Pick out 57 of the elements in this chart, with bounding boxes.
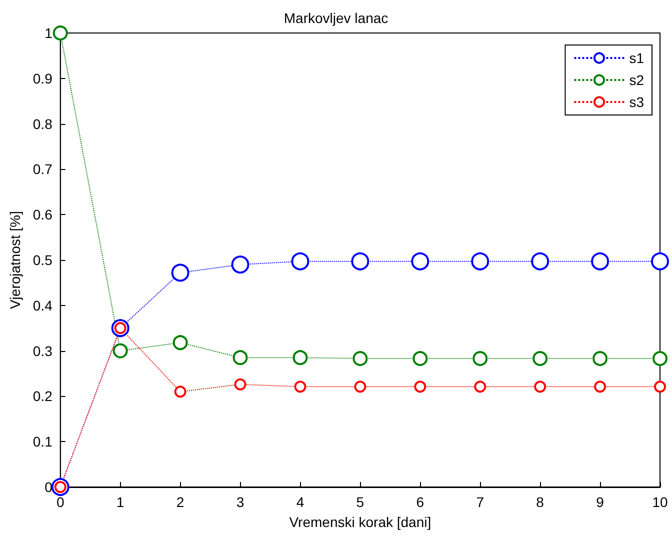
x-tick-label: 3 [236, 494, 244, 510]
y-tick-label: 0.4 [32, 297, 53, 314]
point [112, 343, 128, 358]
point [591, 252, 610, 270]
point [352, 351, 368, 366]
chart-title: Markovljev lanac [284, 10, 388, 26]
point [594, 380, 606, 393]
point [592, 351, 608, 366]
x-tick-label: 2 [176, 494, 184, 510]
point [654, 380, 666, 393]
point [294, 380, 306, 393]
y-tick-label: 0.5 [32, 252, 53, 268]
y-tick-label: 0.2 [32, 388, 53, 404]
x-tick-label: 5 [356, 494, 364, 510]
point [292, 350, 308, 366]
point [472, 351, 488, 366]
y-tick-label: 1 [44, 25, 53, 41]
point [171, 264, 190, 282]
x-tick-label: 6 [416, 494, 424, 510]
point [474, 380, 486, 393]
point [411, 252, 430, 270]
point [232, 350, 248, 366]
point [234, 378, 246, 390]
x-tick-label: 4 [296, 494, 304, 510]
x-tick-label: 7 [476, 494, 484, 510]
x-tick-label: 1 [116, 494, 124, 510]
y-tick-label: 0 [44, 479, 53, 495]
point [531, 252, 550, 270]
y-tick-label: 0.7 [32, 161, 53, 178]
y-tick-label: 0.1 [32, 434, 53, 450]
y-tick-label: 0.8 [32, 116, 53, 132]
point [52, 26, 68, 40]
point [412, 351, 428, 366]
y-axis-title: Vjerojatnost [%] [7, 210, 23, 310]
y-tick-label: 0.3 [32, 342, 53, 359]
x-tick-label: 0 [56, 494, 64, 510]
x-tick-label: 9 [596, 494, 604, 510]
y-tick-label: 0.9 [32, 70, 53, 86]
point [351, 252, 370, 270]
legend-label: s3 [629, 94, 644, 110]
x-tick-label: 10 [652, 494, 668, 510]
point [174, 386, 186, 398]
x-tick-label: 8 [536, 494, 544, 510]
point [291, 252, 310, 270]
point [471, 252, 490, 270]
legend-label: s1 [629, 50, 644, 66]
y-tick-label: 0.6 [32, 206, 53, 223]
point [354, 380, 366, 393]
point [172, 335, 188, 350]
x-axis-title: Vremenski korak [dani] [289, 514, 432, 530]
point [532, 351, 548, 366]
point [652, 351, 668, 366]
legend-label: s2 [629, 72, 644, 88]
point [534, 380, 546, 393]
point [414, 380, 426, 393]
point [651, 252, 669, 270]
point [231, 256, 250, 274]
